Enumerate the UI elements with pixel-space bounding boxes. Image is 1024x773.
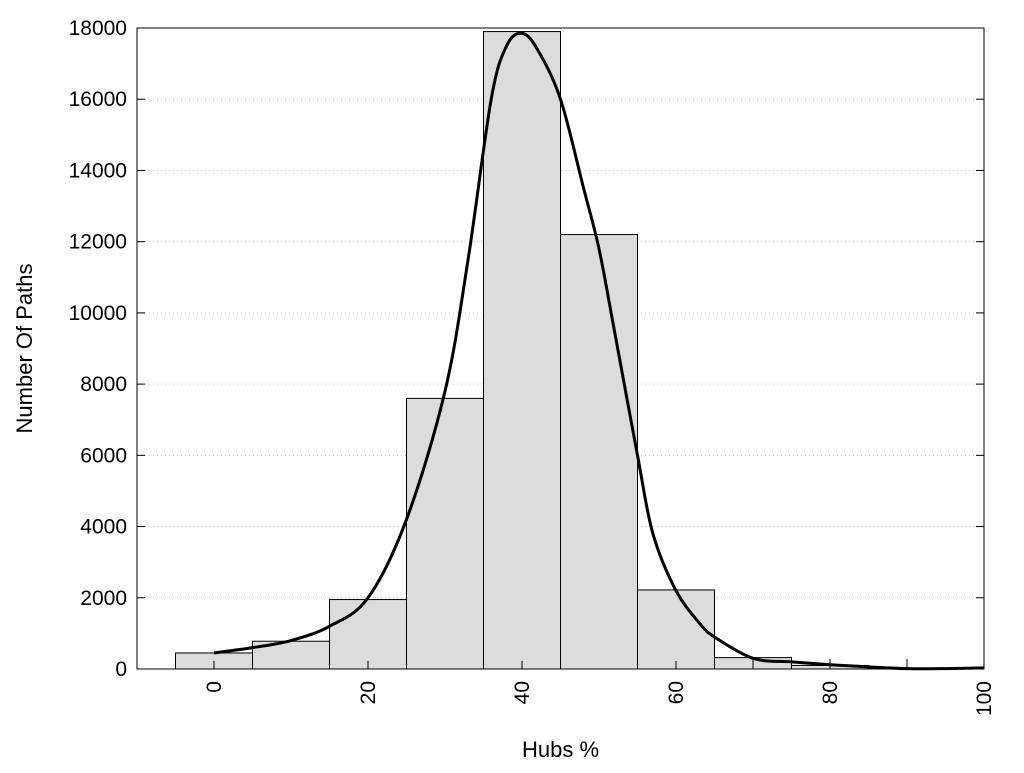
histogram-bar (483, 31, 561, 670)
ticks-layer (137, 27, 985, 670)
histogram-bar (329, 599, 407, 670)
plot-frame (136, 27, 985, 670)
y-tick-label: 2000 (80, 587, 127, 610)
histogram-bar (560, 234, 638, 670)
labels-layer: 0 2000 4000 6000 8000 10000 12000 14000 16000 180… (69, 17, 996, 716)
y-tick-label: 14000 (69, 159, 127, 182)
density-curve (213, 31, 985, 671)
x-axis-title: Hubs % (522, 737, 599, 762)
y-tick-label: 8000 (80, 373, 127, 396)
x-tick-label: 20 (357, 681, 380, 704)
y-tick-label: 0 (115, 658, 127, 681)
x-tick-label: 40 (511, 681, 534, 704)
bars-layer (175, 31, 946, 670)
y-tick-label: 10000 (69, 302, 127, 325)
histogram-bar (406, 397, 484, 670)
y-tick-label: 6000 (80, 444, 127, 467)
x-tick-label: 60 (665, 681, 688, 704)
y-tick-label: 16000 (69, 88, 127, 111)
y-tick-label: 4000 (80, 516, 127, 539)
x-tick-label: 100 (973, 681, 996, 716)
curve-layer (213, 31, 985, 671)
y-tick-label: 12000 (69, 231, 127, 254)
x-tick-label: 0 (203, 681, 226, 693)
x-tick-label: 80 (819, 681, 842, 704)
y-axis-title: Number Of Paths (12, 264, 37, 434)
y-tick-label: 18000 (69, 17, 127, 40)
